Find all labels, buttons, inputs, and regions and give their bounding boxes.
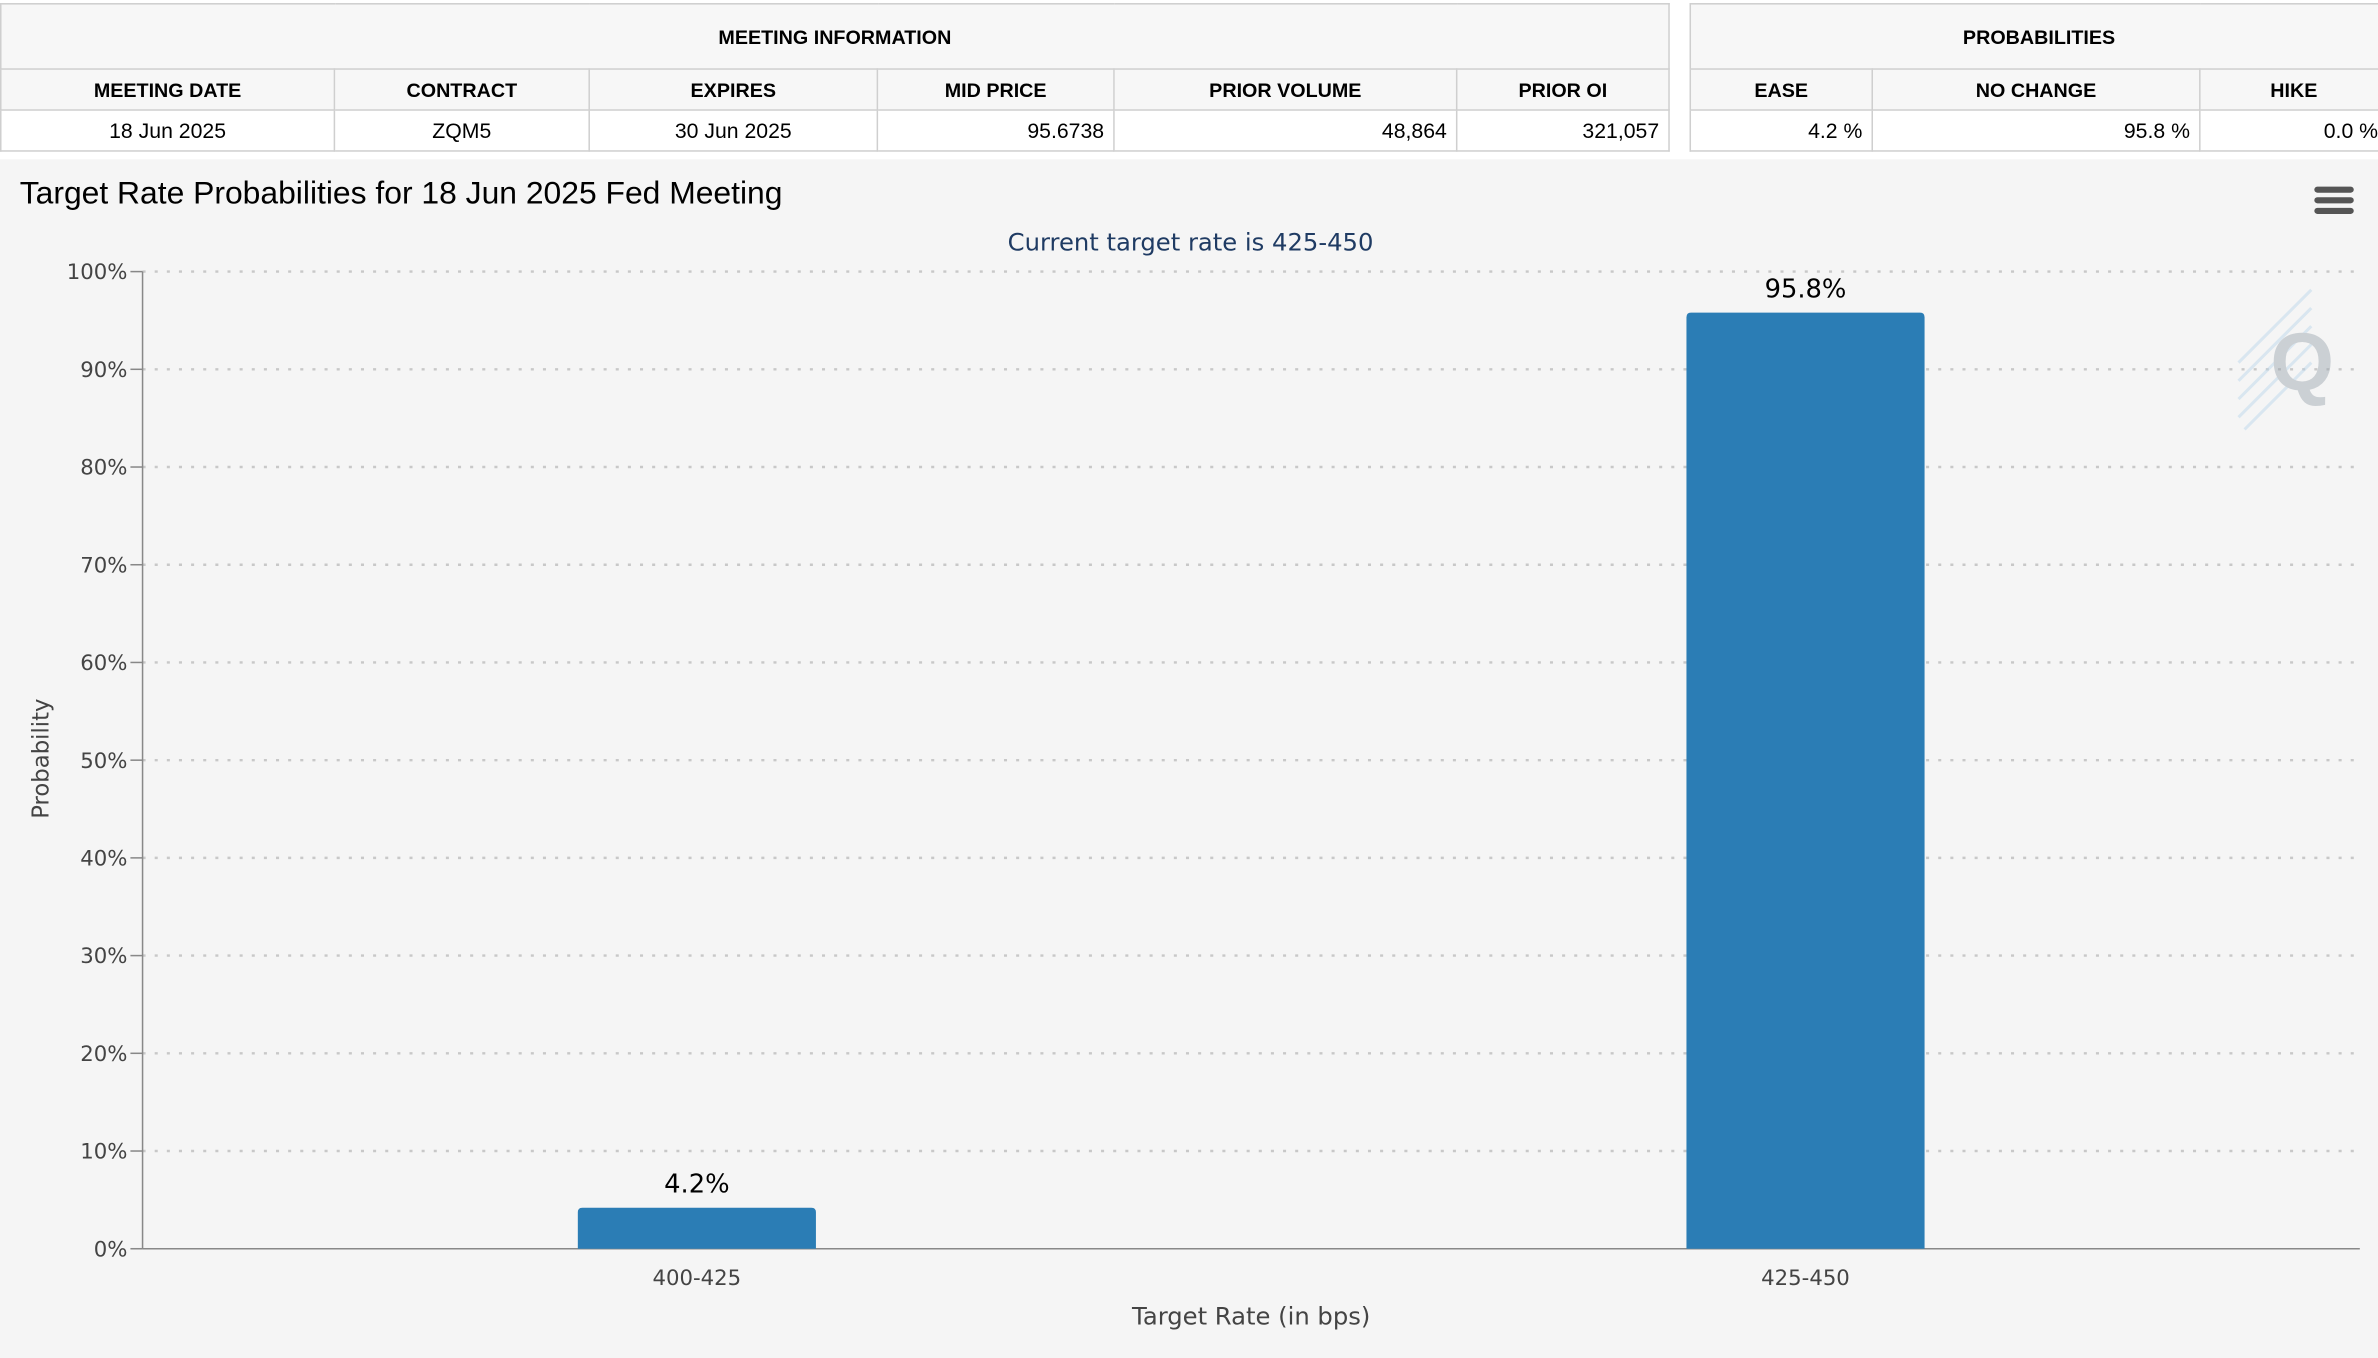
table-row: 4.2 % 95.8 % 0.0 % [1689, 109, 2378, 152]
y-tick-label: 50% [80, 749, 127, 774]
y-axis-title: Probability [29, 699, 55, 819]
y-tick-label: 100% [67, 260, 128, 285]
svg-text:Q: Q [2270, 317, 2334, 408]
y-tick-label: 70% [80, 553, 127, 578]
x-tick-label: 400-425 [653, 1266, 742, 1291]
col-header-expires[interactable]: EXPIRES [588, 68, 879, 111]
col-header-no-change[interactable]: NO CHANGE [1871, 68, 2201, 111]
meeting-info-title: MEETING INFORMATION [0, 3, 1670, 70]
y-tick-label: 60% [80, 651, 127, 676]
y-tick-label: 90% [80, 358, 127, 383]
cell-meeting-date: 18 Jun 2025 [0, 109, 336, 152]
menu-icon [2314, 186, 2354, 193]
col-header-prior-volume[interactable]: PRIOR VOLUME [1113, 68, 1458, 111]
cell-hike: 0.0 % [2199, 109, 2378, 152]
table-row: 18 Jun 2025 ZQM5 30 Jun 2025 95.6738 48,… [0, 109, 1670, 152]
col-header-mid-price[interactable]: MID PRICE [876, 68, 1115, 111]
axes: 0% 10% 20% 30% 40% 50% 60% 70% 80% 90% 100% [67, 260, 2360, 1262]
bar[interactable] [1686, 312, 1925, 1249]
probability-chart: 0% 10% 20% 30% 40% 50% 60% 70% 80% 90% 100% 4.2% 40… [20, 174, 2360, 1331]
col-header-hike[interactable]: HIKE [2199, 68, 2378, 111]
chart-subtitle: Current target rate is 425-450 [1008, 227, 1374, 256]
meeting-info-table: MEETING INFORMATION MEETING DATE CONTRAC… [0, 3, 1670, 152]
x-axis-title: Target Rate (in bps) [1131, 1302, 1370, 1331]
y-tick-label: 40% [80, 846, 127, 871]
probabilities-table: PROBABILITIES EASE NO CHANGE HIKE 4.2 % … [1689, 3, 2378, 152]
chart-menu-button[interactable] [2314, 186, 2354, 220]
data-label: 95.8% [1765, 274, 1847, 304]
cell-prior-volume: 48,864 [1113, 109, 1458, 152]
chart-panel: 0% 10% 20% 30% 40% 50% 60% 70% 80% 90% 100% 4.2% 40… [0, 159, 2378, 1358]
cell-ease: 4.2 % [1689, 109, 1874, 152]
grid-lines [142, 270, 2360, 1153]
col-header-meeting-date[interactable]: MEETING DATE [0, 68, 336, 111]
bars [577, 312, 1925, 1249]
data-label: 4.2% [664, 1170, 729, 1200]
bar[interactable] [577, 1207, 816, 1249]
cell-mid-price: 95.6738 [876, 109, 1115, 152]
y-tick-label: 10% [80, 1140, 127, 1165]
cell-expires: 30 Jun 2025 [588, 109, 879, 152]
y-tick-label: 30% [80, 944, 127, 969]
probabilities-title: PROBABILITIES [1689, 3, 2378, 70]
y-tick-label: 0% [94, 1237, 128, 1262]
cell-no-change: 95.8 % [1871, 109, 2201, 152]
chart-title: Target Rate Probabilities for 18 Jun 202… [20, 174, 783, 210]
y-tick-label: 20% [80, 1042, 127, 1067]
col-header-ease[interactable]: EASE [1689, 68, 1874, 111]
y-tick-label: 80% [80, 456, 127, 481]
labels: 4.2% 400-425 95.8% 425-450 [653, 274, 1850, 1291]
col-header-prior-oi[interactable]: PRIOR OI [1455, 68, 1670, 111]
col-header-contract[interactable]: CONTRACT [333, 68, 590, 111]
cell-prior-oi: 321,057 [1455, 109, 1670, 152]
x-tick-label: 425-450 [1761, 1266, 1850, 1291]
watermark-logo: Q [2237, 288, 2334, 431]
cell-contract: ZQM5 [333, 109, 590, 152]
